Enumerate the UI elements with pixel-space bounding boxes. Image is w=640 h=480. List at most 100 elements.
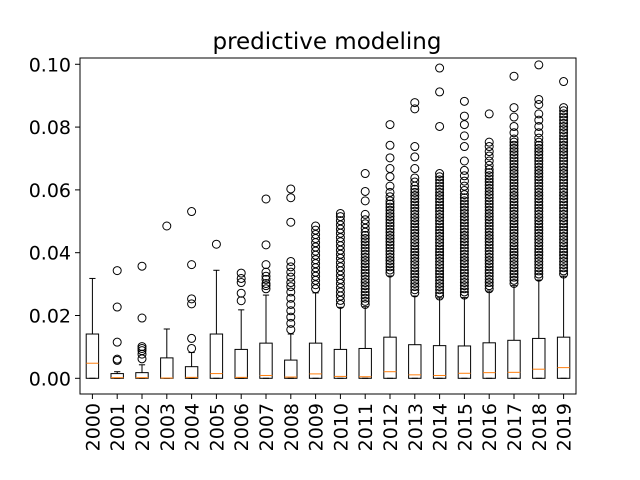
iqr-box: [259, 342, 273, 379]
outlier-point: [261, 274, 271, 284]
outlier-point: [459, 96, 469, 106]
outlier-point: [112, 266, 122, 276]
iqr-box: [383, 336, 397, 379]
outlier-point: [385, 246, 395, 256]
outlier-point: [385, 120, 395, 130]
outlier-point: [459, 262, 469, 272]
outlier-point: [410, 241, 420, 251]
outlier-point: [559, 143, 569, 153]
outlier-point: [534, 178, 544, 188]
outlier-point: [459, 256, 469, 266]
outlier-point: [385, 243, 395, 253]
outlier-point: [261, 271, 271, 281]
outlier-point: [459, 181, 469, 191]
outlier-point: [559, 200, 569, 210]
x-tick-label: 2000: [82, 403, 104, 451]
outlier-point: [559, 106, 569, 116]
outlier-point: [435, 228, 445, 238]
outlier-point: [459, 234, 469, 244]
outlier-point: [410, 98, 420, 108]
outlier-point: [484, 208, 494, 218]
outlier-point: [385, 249, 395, 259]
outlier-point: [534, 109, 544, 119]
outlier-point: [484, 212, 494, 222]
outlier-point: [236, 268, 246, 278]
outlier-point: [459, 199, 469, 209]
outlier-point: [459, 120, 469, 130]
outlier-point: [509, 244, 519, 254]
x-tick-label: 2007: [256, 403, 278, 451]
outlier-point: [509, 147, 519, 157]
outlier-point: [335, 216, 345, 226]
outlier-point: [410, 263, 420, 273]
box-group: [457, 96, 472, 379]
outlier-point: [459, 227, 469, 237]
outlier-point: [410, 164, 420, 174]
x-tick-label: 2002: [132, 403, 154, 451]
box-group: [482, 109, 496, 379]
y-tick-label: 0.10: [29, 54, 71, 76]
outlier-point: [112, 354, 122, 364]
outlier-point: [410, 238, 420, 248]
outlier-point: [534, 147, 544, 157]
outlier-point: [509, 200, 519, 210]
outlier-point: [559, 247, 569, 257]
outlier-point: [509, 191, 519, 201]
outlier-point: [261, 260, 271, 270]
axes-frame: [79, 57, 577, 395]
outlier-point: [509, 134, 519, 144]
box-group: [135, 261, 149, 379]
outlier-point: [459, 237, 469, 247]
outlier-point: [534, 241, 544, 251]
outlier-point: [559, 147, 569, 157]
outlier-point: [484, 147, 494, 157]
iqr-box: [432, 345, 447, 379]
x-tick-label: 2018: [529, 403, 551, 451]
outlier-point: [559, 256, 569, 266]
outlier-point: [360, 259, 370, 269]
outlier-point: [559, 216, 569, 226]
outlier-point: [360, 290, 370, 300]
outlier-point: [360, 271, 370, 281]
outlier-point: [484, 142, 494, 152]
iqr-box: [457, 345, 472, 379]
outlier-point: [360, 284, 370, 294]
outlier-point: [459, 281, 469, 291]
outlier-point: [534, 165, 544, 175]
outlier-point: [385, 181, 395, 191]
outlier-point: [534, 235, 544, 245]
outlier-point: [559, 162, 569, 172]
iqr-box: [234, 348, 248, 379]
outlier-point: [410, 187, 420, 197]
outlier-point: [559, 228, 569, 238]
outlier-point: [509, 184, 519, 194]
box-group: [333, 208, 348, 379]
outlier-point: [509, 169, 519, 179]
outlier-point: [286, 318, 296, 328]
x-tick-label: 2017: [504, 403, 526, 451]
outlier-point: [534, 244, 544, 254]
outlier-point: [534, 197, 544, 207]
outlier-point: [360, 237, 370, 247]
outlier-point: [360, 256, 370, 266]
outlier-point: [534, 94, 544, 104]
outlier-point: [534, 253, 544, 263]
outlier-point: [484, 281, 494, 291]
outlier-point: [360, 262, 370, 272]
outlier-point: [286, 306, 296, 316]
outlier-point: [534, 216, 544, 226]
x-tick-label: 2016: [479, 403, 501, 451]
outlier-point: [484, 180, 494, 190]
outlier-point: [559, 137, 569, 147]
outlier-point: [559, 187, 569, 197]
outlier-point: [261, 194, 271, 204]
outlier-point: [534, 162, 544, 172]
outlier-point: [509, 178, 519, 188]
outlier-point: [360, 196, 370, 206]
x-tick-label: 2013: [405, 403, 427, 451]
outlier-point: [509, 263, 519, 273]
outlier-point: [286, 267, 296, 277]
outlier-point: [509, 153, 519, 163]
outlier-point: [559, 241, 569, 251]
outlier-point: [286, 278, 296, 288]
